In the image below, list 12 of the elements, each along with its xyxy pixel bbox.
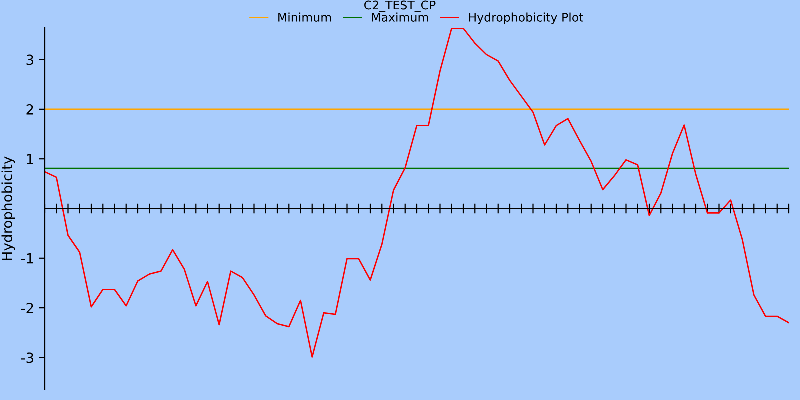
legend-label: Hydrophobicity Plot [469, 12, 584, 24]
legend-label: Minimum [278, 12, 332, 22]
y-tick-label: 3 [26, 54, 34, 66]
chart-title: C2_TEST_CP [364, 0, 436, 12]
legend-label: Maximum [372, 12, 428, 22]
line-series [45, 28, 789, 358]
y-tick-label: -3 [21, 352, 34, 364]
y-axis-title: Hydrophobicity [2, 156, 16, 260]
y-tick-label: -1 [21, 254, 34, 264]
y-tick-label: 1 [27, 154, 34, 164]
y-tick-label: -2 [21, 303, 34, 314]
y-tick-label: 2 [26, 104, 34, 115]
